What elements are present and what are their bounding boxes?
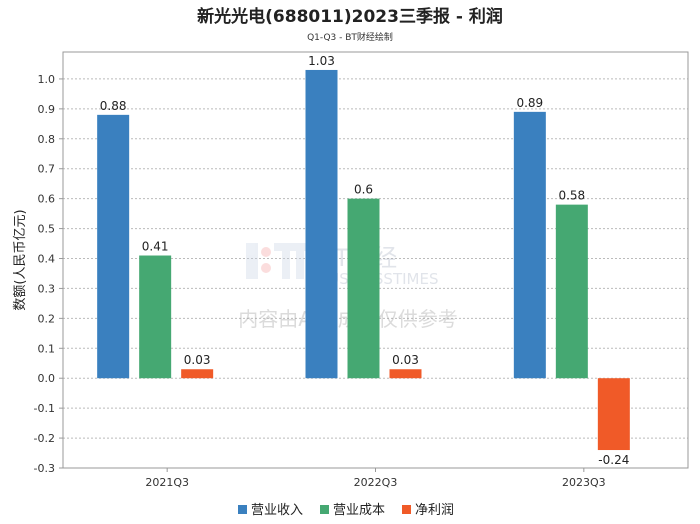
y-tick-label: 0.4 bbox=[38, 253, 56, 266]
data-label: 0.88 bbox=[100, 99, 127, 113]
legend: 营业收入 营业成本 净利润 bbox=[238, 503, 454, 518]
y-axis-label: 数额(人民币亿元) bbox=[13, 209, 28, 310]
data-label: 0.03 bbox=[392, 353, 419, 367]
y-tick-label: -0.3 bbox=[34, 462, 55, 475]
bar bbox=[389, 369, 422, 379]
chart-title: 新光光电(688011)2023三季报 - 利润 bbox=[197, 6, 503, 27]
legend-swatch bbox=[238, 505, 247, 514]
y-tick-label: 0.6 bbox=[38, 193, 56, 206]
data-label: 0.89 bbox=[516, 96, 543, 110]
y-tick-label: 0.1 bbox=[38, 342, 56, 355]
x-tick-label: 2021Q3 bbox=[145, 476, 189, 489]
y-tick-label: 0.3 bbox=[38, 282, 56, 295]
y-tick-label: 1.0 bbox=[38, 73, 56, 86]
bar bbox=[181, 369, 214, 379]
data-label: 1.03 bbox=[308, 54, 335, 68]
data-label: -0.24 bbox=[598, 453, 629, 467]
bar bbox=[597, 378, 630, 451]
y-tick-label: 0.0 bbox=[38, 372, 56, 385]
x-tick-label: 2023Q3 bbox=[562, 476, 606, 489]
legend-swatch bbox=[320, 505, 329, 514]
legend-label: 营业成本 bbox=[333, 503, 385, 518]
y-tick-label: 0.9 bbox=[38, 103, 56, 116]
bar bbox=[139, 255, 172, 379]
y-tick-label: 0.2 bbox=[38, 312, 56, 325]
y-tick-label: 0.5 bbox=[38, 223, 56, 236]
bar bbox=[347, 198, 380, 379]
bar bbox=[97, 114, 130, 379]
y-tick-label: -0.2 bbox=[34, 432, 55, 445]
chart-subtitle: Q1-Q3 - BT财经绘制 bbox=[307, 31, 393, 43]
legend-label: 净利润 bbox=[415, 503, 454, 518]
data-label: 0.58 bbox=[558, 189, 585, 203]
legend-swatch bbox=[402, 505, 411, 514]
y-tick-label: -0.1 bbox=[34, 402, 55, 415]
data-label: 0.41 bbox=[142, 240, 169, 254]
legend-label: 营业收入 bbox=[251, 503, 303, 518]
y-tick-label: 0.7 bbox=[38, 163, 56, 176]
x-tick-label: 2022Q3 bbox=[354, 476, 398, 489]
bar bbox=[305, 69, 338, 379]
data-label: 0.03 bbox=[184, 353, 211, 367]
y-tick-label: 0.8 bbox=[38, 133, 56, 146]
data-label: 0.6 bbox=[354, 183, 373, 197]
bar bbox=[555, 204, 588, 379]
plot-border bbox=[62, 51, 689, 469]
bar bbox=[513, 111, 546, 379]
